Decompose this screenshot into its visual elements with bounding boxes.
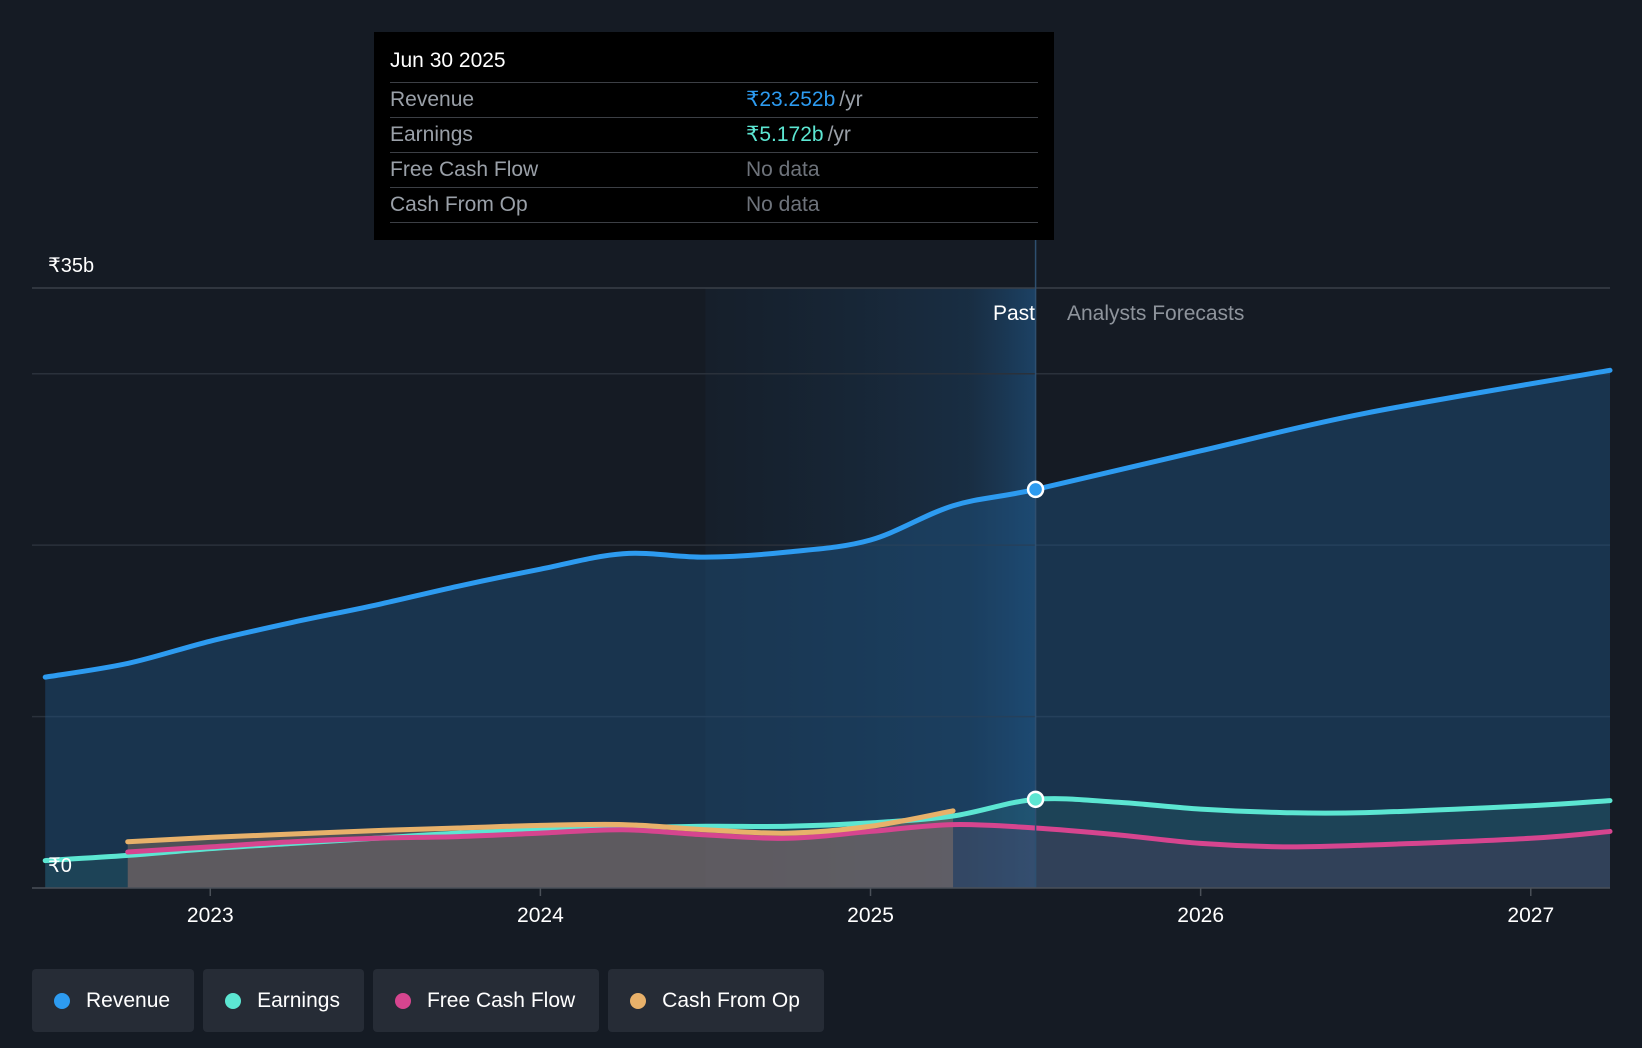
x-tick-label: 2025 <box>847 904 894 927</box>
y-axis-bottom-label: ₹0 <box>48 855 72 877</box>
x-tick-label: 2024 <box>517 904 564 927</box>
tooltip-value-number: ₹5.172b <box>746 123 824 146</box>
area-free-cash-flow <box>127 824 1610 888</box>
tooltip-value: ₹23.252b/yr <box>746 83 863 117</box>
tooltip-value: No data <box>746 188 824 222</box>
tooltip-value-number: No data <box>746 158 820 181</box>
line-revenue <box>42 367 1613 680</box>
tooltip-label: Free Cash Flow <box>390 158 539 181</box>
legend-label: Revenue <box>86 988 171 1012</box>
tooltip-row-free-cash-flow: Free Cash Flow No data <box>390 153 1038 188</box>
tooltip-label: Cash From Op <box>390 193 528 216</box>
x-tick-label: 2023 <box>187 904 234 927</box>
past-label: Past <box>993 302 1035 325</box>
legend-label: Free Cash Flow <box>426 988 576 1012</box>
tooltip-value-number: No data <box>746 193 820 216</box>
legend-item-revenue[interactable]: Revenue <box>32 969 195 1032</box>
marker-revenue <box>1026 480 1045 499</box>
y-axis-top-label: ₹35b <box>48 255 94 277</box>
data-tooltip: Jun 30 2025 Revenue ₹23.252b/yr Earnings… <box>374 32 1054 240</box>
tooltip-value-number: ₹23.252b <box>746 88 836 111</box>
legend-label: Earnings <box>257 988 340 1012</box>
tooltip-value-unit: /yr <box>839 88 863 111</box>
legend-item-free-cash-flow[interactable]: Free Cash Flow <box>372 969 600 1032</box>
tooltip-value-unit: /yr <box>827 123 851 146</box>
tooltip-label: Revenue <box>390 88 475 111</box>
legend-item-cash-from-op[interactable]: Cash From Op <box>608 969 824 1032</box>
line-cash-from-op <box>125 808 956 845</box>
tooltip-row-revenue: Revenue ₹23.252b/yr <box>390 83 1038 118</box>
tooltip-value: No data <box>746 153 824 187</box>
tooltip-row-earnings: Earnings ₹5.172b/yr <box>390 118 1038 153</box>
legend-item-earnings[interactable]: Earnings <box>203 969 364 1032</box>
area-earnings <box>45 798 1610 888</box>
line-free-cash-flow <box>125 821 1613 855</box>
marker-earnings <box>1026 790 1045 809</box>
x-tick-label: 2026 <box>1177 904 1224 927</box>
analysts-forecasts-label: Analysts Forecasts <box>1067 302 1244 325</box>
tooltip-value: ₹5.172b/yr <box>746 118 851 152</box>
legend-dot-icon <box>394 992 411 1009</box>
legend-dot-icon <box>54 992 70 1009</box>
area-revenue <box>45 370 1610 888</box>
legend-dot-icon <box>630 992 647 1009</box>
tooltip-row-cash-from-op: Cash From Op No data <box>390 188 1038 223</box>
tooltip-date: Jun 30 2025 <box>390 46 1038 83</box>
tooltip-label: Earnings <box>390 123 473 146</box>
legend-label: Cash From Op <box>662 988 800 1012</box>
area-cash-from-op <box>127 810 954 888</box>
x-tick-label: 2027 <box>1507 904 1554 927</box>
past-highlight-band <box>705 288 1036 888</box>
legend-dot-icon <box>225 992 242 1009</box>
chart-legend: Revenue Earnings Free Cash Flow Cash Fro… <box>32 969 824 1032</box>
